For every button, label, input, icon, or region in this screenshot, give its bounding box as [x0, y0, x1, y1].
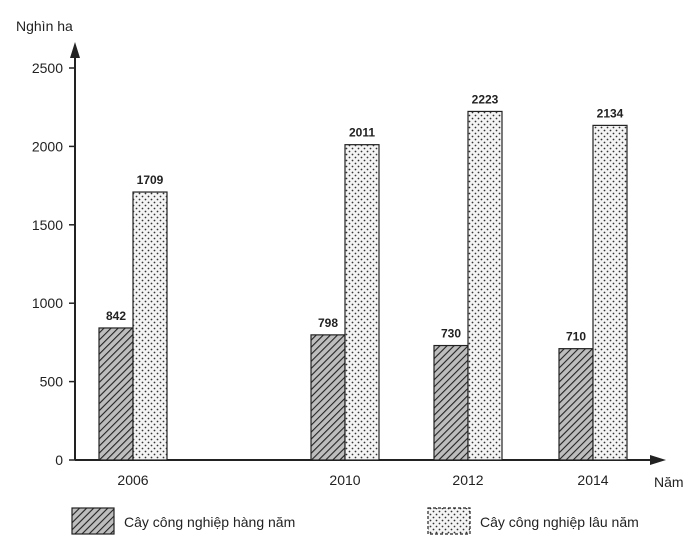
y-tick-label: 1500 [32, 217, 63, 233]
y-tick-label: 500 [40, 374, 64, 390]
data-label: 1709 [137, 173, 164, 187]
bar-perennial-2012 [467, 110, 503, 461]
bar-annual-2014 [558, 348, 594, 461]
y-tick-label: 1000 [32, 295, 63, 311]
legend-label-perennial: Cây công nghiệp lâu năm [480, 514, 639, 530]
bar-perennial-2006 [132, 191, 168, 461]
x-axis-arrow [650, 455, 666, 465]
x-axis-title: Năm [654, 474, 684, 490]
data-label: 842 [106, 309, 126, 323]
legend-swatch-annual [71, 507, 115, 535]
bar-perennial-2014 [592, 124, 628, 461]
y-tick-label: 2000 [32, 138, 63, 154]
legend-swatch-perennial [427, 507, 471, 535]
data-label: 798 [318, 316, 338, 330]
y-tick-label: 2500 [32, 60, 63, 76]
x-tick-label: 2006 [117, 472, 148, 488]
data-label: 730 [441, 327, 461, 341]
x-tick-label: 2012 [452, 472, 483, 488]
x-tick-label: 2014 [577, 472, 608, 488]
data-label: 2223 [472, 92, 499, 106]
y-axis-title: Nghìn ha [16, 18, 73, 34]
x-tick-label: 2010 [329, 472, 360, 488]
y-tick-label: 0 [55, 452, 63, 468]
data-label: 2134 [597, 106, 624, 120]
data-label: 2011 [349, 126, 375, 140]
bar-annual-2010 [310, 334, 346, 461]
legend-label-annual: Cây công nghiệp hàng năm [124, 514, 295, 530]
bar-perennial-2010 [344, 144, 380, 461]
data-label: 710 [566, 330, 586, 344]
bar-annual-2006 [98, 327, 134, 461]
bar-annual-2012 [433, 344, 469, 461]
y-axis-arrow [70, 42, 80, 58]
